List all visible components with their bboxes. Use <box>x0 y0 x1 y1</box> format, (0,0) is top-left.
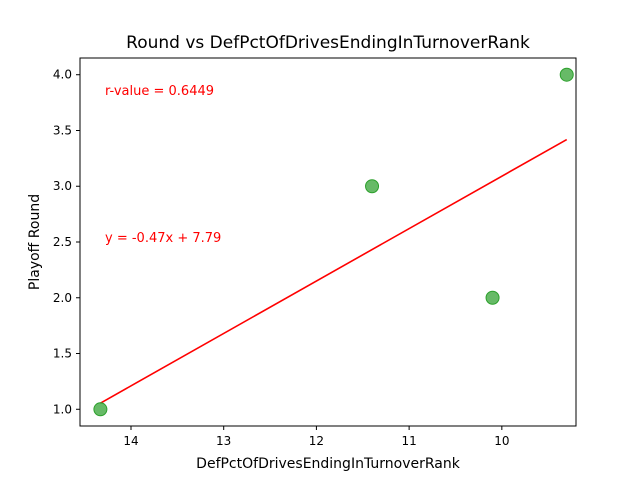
y-tick-label: 2.5 <box>53 235 72 249</box>
plot-area <box>93 67 574 417</box>
data-point-3 <box>485 290 500 305</box>
x-axis-label: DefPctOfDrivesEndingInTurnoverRank <box>196 456 461 472</box>
x-tick-label: 10 <box>494 434 509 448</box>
x-tick-label: 13 <box>216 434 231 448</box>
x-tick-label: 11 <box>401 434 416 448</box>
data-point-2 <box>365 179 380 194</box>
y-tick-label: 3.0 <box>53 179 72 193</box>
axis-ticks: 14 13 12 11 10 1.0 1.5 2.0 2.5 3.0 3.5 4.0 <box>53 68 510 448</box>
y-tick-label: 2.0 <box>53 291 72 305</box>
y-tick-label: 4.0 <box>53 68 72 82</box>
y-tick-label: 3.5 <box>53 123 72 137</box>
data-point-1 <box>93 402 108 417</box>
y-tick-label: 1.5 <box>53 347 72 361</box>
y-axis-label: Playoff Round <box>27 194 43 290</box>
regression-equation-annotation: y = -0.47x + 7.79 <box>105 231 221 246</box>
data-point-4 <box>559 67 574 82</box>
regression-line <box>100 138 568 404</box>
y-tick-label: 1.0 <box>53 402 72 416</box>
x-tick-label: 12 <box>309 434 324 448</box>
r-value-annotation: r-value = 0.6449 <box>105 84 214 99</box>
x-tick-label: 14 <box>123 434 138 448</box>
chart-title: Round vs DefPctOfDrivesEndingInTurnoverR… <box>126 33 530 53</box>
